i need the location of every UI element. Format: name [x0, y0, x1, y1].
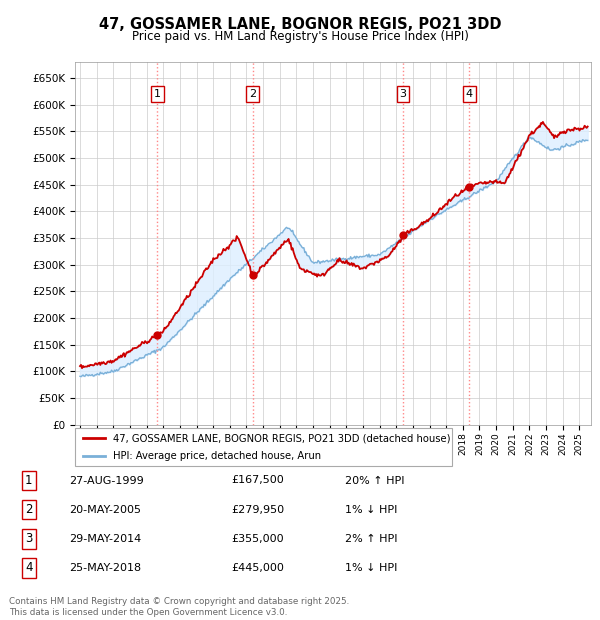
Text: 2% ↑ HPI: 2% ↑ HPI — [345, 534, 398, 544]
Text: 2: 2 — [25, 503, 32, 516]
Text: 1: 1 — [25, 474, 32, 487]
Text: 2: 2 — [249, 89, 256, 99]
Text: 4: 4 — [25, 562, 32, 574]
Text: 1: 1 — [154, 89, 161, 99]
Text: £355,000: £355,000 — [231, 534, 284, 544]
Text: 47, GOSSAMER LANE, BOGNOR REGIS, PO21 3DD (detached house): 47, GOSSAMER LANE, BOGNOR REGIS, PO21 3D… — [113, 433, 450, 443]
Text: 47, GOSSAMER LANE, BOGNOR REGIS, PO21 3DD: 47, GOSSAMER LANE, BOGNOR REGIS, PO21 3D… — [99, 17, 501, 32]
Text: 1% ↓ HPI: 1% ↓ HPI — [345, 563, 397, 573]
Text: 1% ↓ HPI: 1% ↓ HPI — [345, 505, 397, 515]
Text: 3: 3 — [400, 89, 407, 99]
Text: £279,950: £279,950 — [231, 505, 284, 515]
Text: £167,500: £167,500 — [231, 476, 284, 485]
Text: HPI: Average price, detached house, Arun: HPI: Average price, detached house, Arun — [113, 451, 321, 461]
Text: 3: 3 — [25, 533, 32, 545]
Text: £445,000: £445,000 — [231, 563, 284, 573]
Text: 4: 4 — [466, 89, 473, 99]
Text: 20% ↑ HPI: 20% ↑ HPI — [345, 476, 404, 485]
Text: 29-MAY-2014: 29-MAY-2014 — [69, 534, 141, 544]
Text: Price paid vs. HM Land Registry's House Price Index (HPI): Price paid vs. HM Land Registry's House … — [131, 30, 469, 43]
Text: 25-MAY-2018: 25-MAY-2018 — [69, 563, 141, 573]
Text: 27-AUG-1999: 27-AUG-1999 — [69, 476, 144, 485]
Text: Contains HM Land Registry data © Crown copyright and database right 2025.
This d: Contains HM Land Registry data © Crown c… — [9, 598, 349, 617]
Text: 20-MAY-2005: 20-MAY-2005 — [69, 505, 141, 515]
